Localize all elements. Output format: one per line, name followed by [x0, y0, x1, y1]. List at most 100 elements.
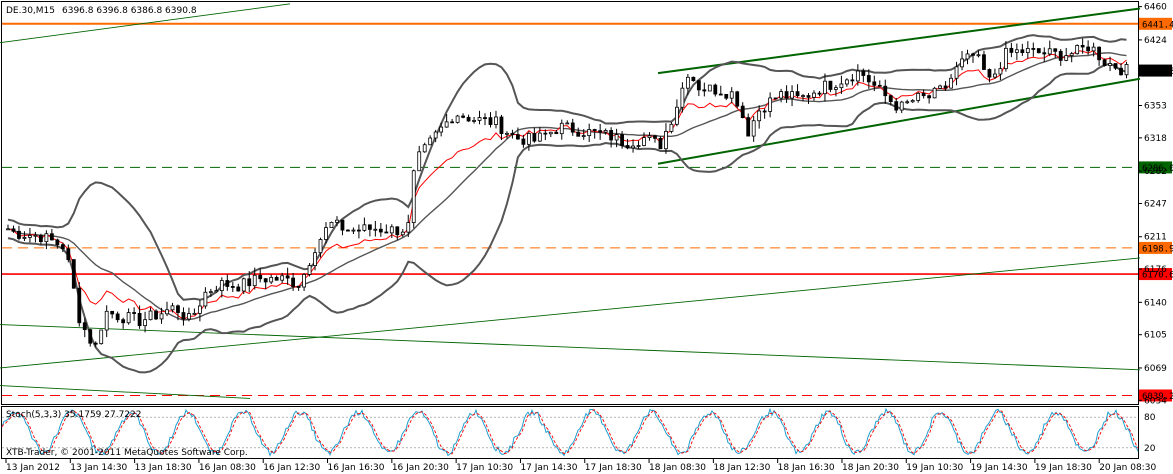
candle-body — [77, 287, 82, 324]
candle-body — [269, 276, 274, 283]
price-tick-label: 6034 — [1144, 396, 1167, 406]
candle-body — [685, 76, 690, 89]
candle-body — [455, 115, 460, 123]
candle-body — [417, 151, 422, 172]
candle-body — [609, 130, 614, 141]
candle-body — [516, 134, 520, 140]
candle-body — [702, 89, 707, 92]
candle-body — [1064, 55, 1069, 61]
candle-body — [724, 93, 729, 99]
candle-body — [494, 116, 498, 125]
chart-ohlc: 6396.8 6396.8 6386.8 6390.8 — [62, 6, 197, 16]
candle-body — [198, 305, 202, 314]
price-tick-label: 6140 — [1144, 298, 1167, 308]
level-lines — [2, 22, 1138, 396]
candle-body — [93, 342, 98, 345]
candle-body — [274, 276, 279, 281]
candle-body — [1069, 53, 1074, 57]
candle-body — [263, 278, 268, 283]
candle-body — [559, 122, 564, 135]
trendline-2 — [0, 324, 1141, 371]
candle-body — [888, 95, 893, 102]
candle-body — [927, 95, 932, 99]
candle-body — [357, 229, 361, 232]
candle-body — [159, 313, 164, 320]
candle-body — [110, 310, 115, 315]
level-tag-text-dashed-orange: 6198.9 — [1142, 244, 1173, 254]
candle-body — [340, 219, 345, 231]
time-tick-label: 18 Jan 08:30 — [649, 463, 706, 473]
candle-body — [208, 291, 213, 294]
candle-body — [126, 312, 131, 324]
candle-body — [247, 278, 252, 287]
time-tick-label: 13 Jan 18:30 — [135, 463, 192, 473]
candle-body — [899, 101, 904, 111]
candle-body — [433, 131, 438, 139]
candle-body — [472, 120, 476, 122]
candle-body — [236, 286, 241, 292]
candle-body — [982, 54, 986, 70]
trendline-1 — [0, 257, 1141, 369]
candle-body — [910, 100, 915, 103]
candle-body — [1025, 48, 1030, 54]
chart-symbol: DE.30,M15 — [6, 6, 55, 16]
channel-lower-line — [657, 77, 1141, 165]
main-plot-frame — [1, 1, 1139, 405]
candle-body — [82, 322, 87, 331]
candle-body — [203, 291, 208, 307]
level-tag-text-dashed-red: 6039.2 — [1142, 392, 1173, 402]
price-tick-label: 6424 — [1144, 36, 1167, 46]
candle-body — [324, 227, 328, 240]
time-tick-label: 18 Jan 16:30 — [778, 463, 835, 473]
candle-body — [855, 70, 860, 82]
candle-body — [367, 224, 372, 230]
candle-body — [510, 132, 515, 136]
candle-body — [658, 137, 663, 150]
time-tick-label: 17 Jan 10:30 — [456, 463, 513, 473]
candle-body — [411, 170, 416, 224]
candle-body — [823, 80, 827, 95]
candle-body — [165, 309, 169, 315]
time-tick-label: 19 Jan 18:30 — [1035, 463, 1092, 473]
time-tick-label: 19 Jan 10:30 — [906, 463, 963, 473]
candle-body — [713, 84, 718, 95]
candle-body — [801, 95, 805, 97]
candle-body — [1075, 45, 1080, 55]
candle-body — [444, 121, 449, 128]
level-tag-dashed-orange — [1139, 241, 1172, 254]
time-tick-label: 17 Jan 14:30 — [520, 463, 577, 473]
candle-body — [181, 312, 186, 320]
candle-body — [592, 129, 597, 132]
candle-body — [828, 80, 833, 90]
candle-body — [773, 97, 778, 100]
candle-body — [307, 265, 312, 275]
candle-body — [521, 138, 526, 145]
candle-body — [1031, 48, 1036, 50]
candle-body — [872, 81, 877, 86]
candle-body — [751, 120, 756, 137]
candle-body — [17, 230, 21, 239]
candle-body — [11, 228, 16, 232]
candle-body — [954, 66, 959, 79]
candle-body — [439, 126, 444, 133]
candle-body — [570, 122, 575, 133]
candle-body — [143, 319, 147, 327]
candle-body — [1014, 49, 1019, 53]
candle-body — [252, 274, 257, 287]
candle-body — [762, 110, 767, 113]
price-tick-label: 6211 — [1144, 233, 1167, 243]
candle-body — [861, 70, 866, 76]
candle-body — [603, 130, 608, 133]
candle-body — [664, 130, 668, 150]
price-axis: 6441.4 6286.0 6198.9 6170.6 6039.2 6460 6424 63… — [1138, 3, 1173, 406]
candle-body — [1086, 46, 1091, 52]
candles — [6, 38, 1129, 347]
candle-body — [894, 101, 899, 111]
candle-body — [812, 92, 816, 98]
candle-body — [768, 97, 773, 112]
time-tick-label: 20 Jan 08:30 — [1099, 463, 1156, 473]
candle-body — [1113, 63, 1118, 69]
candle-body — [987, 69, 992, 78]
candle-body — [1124, 64, 1129, 76]
